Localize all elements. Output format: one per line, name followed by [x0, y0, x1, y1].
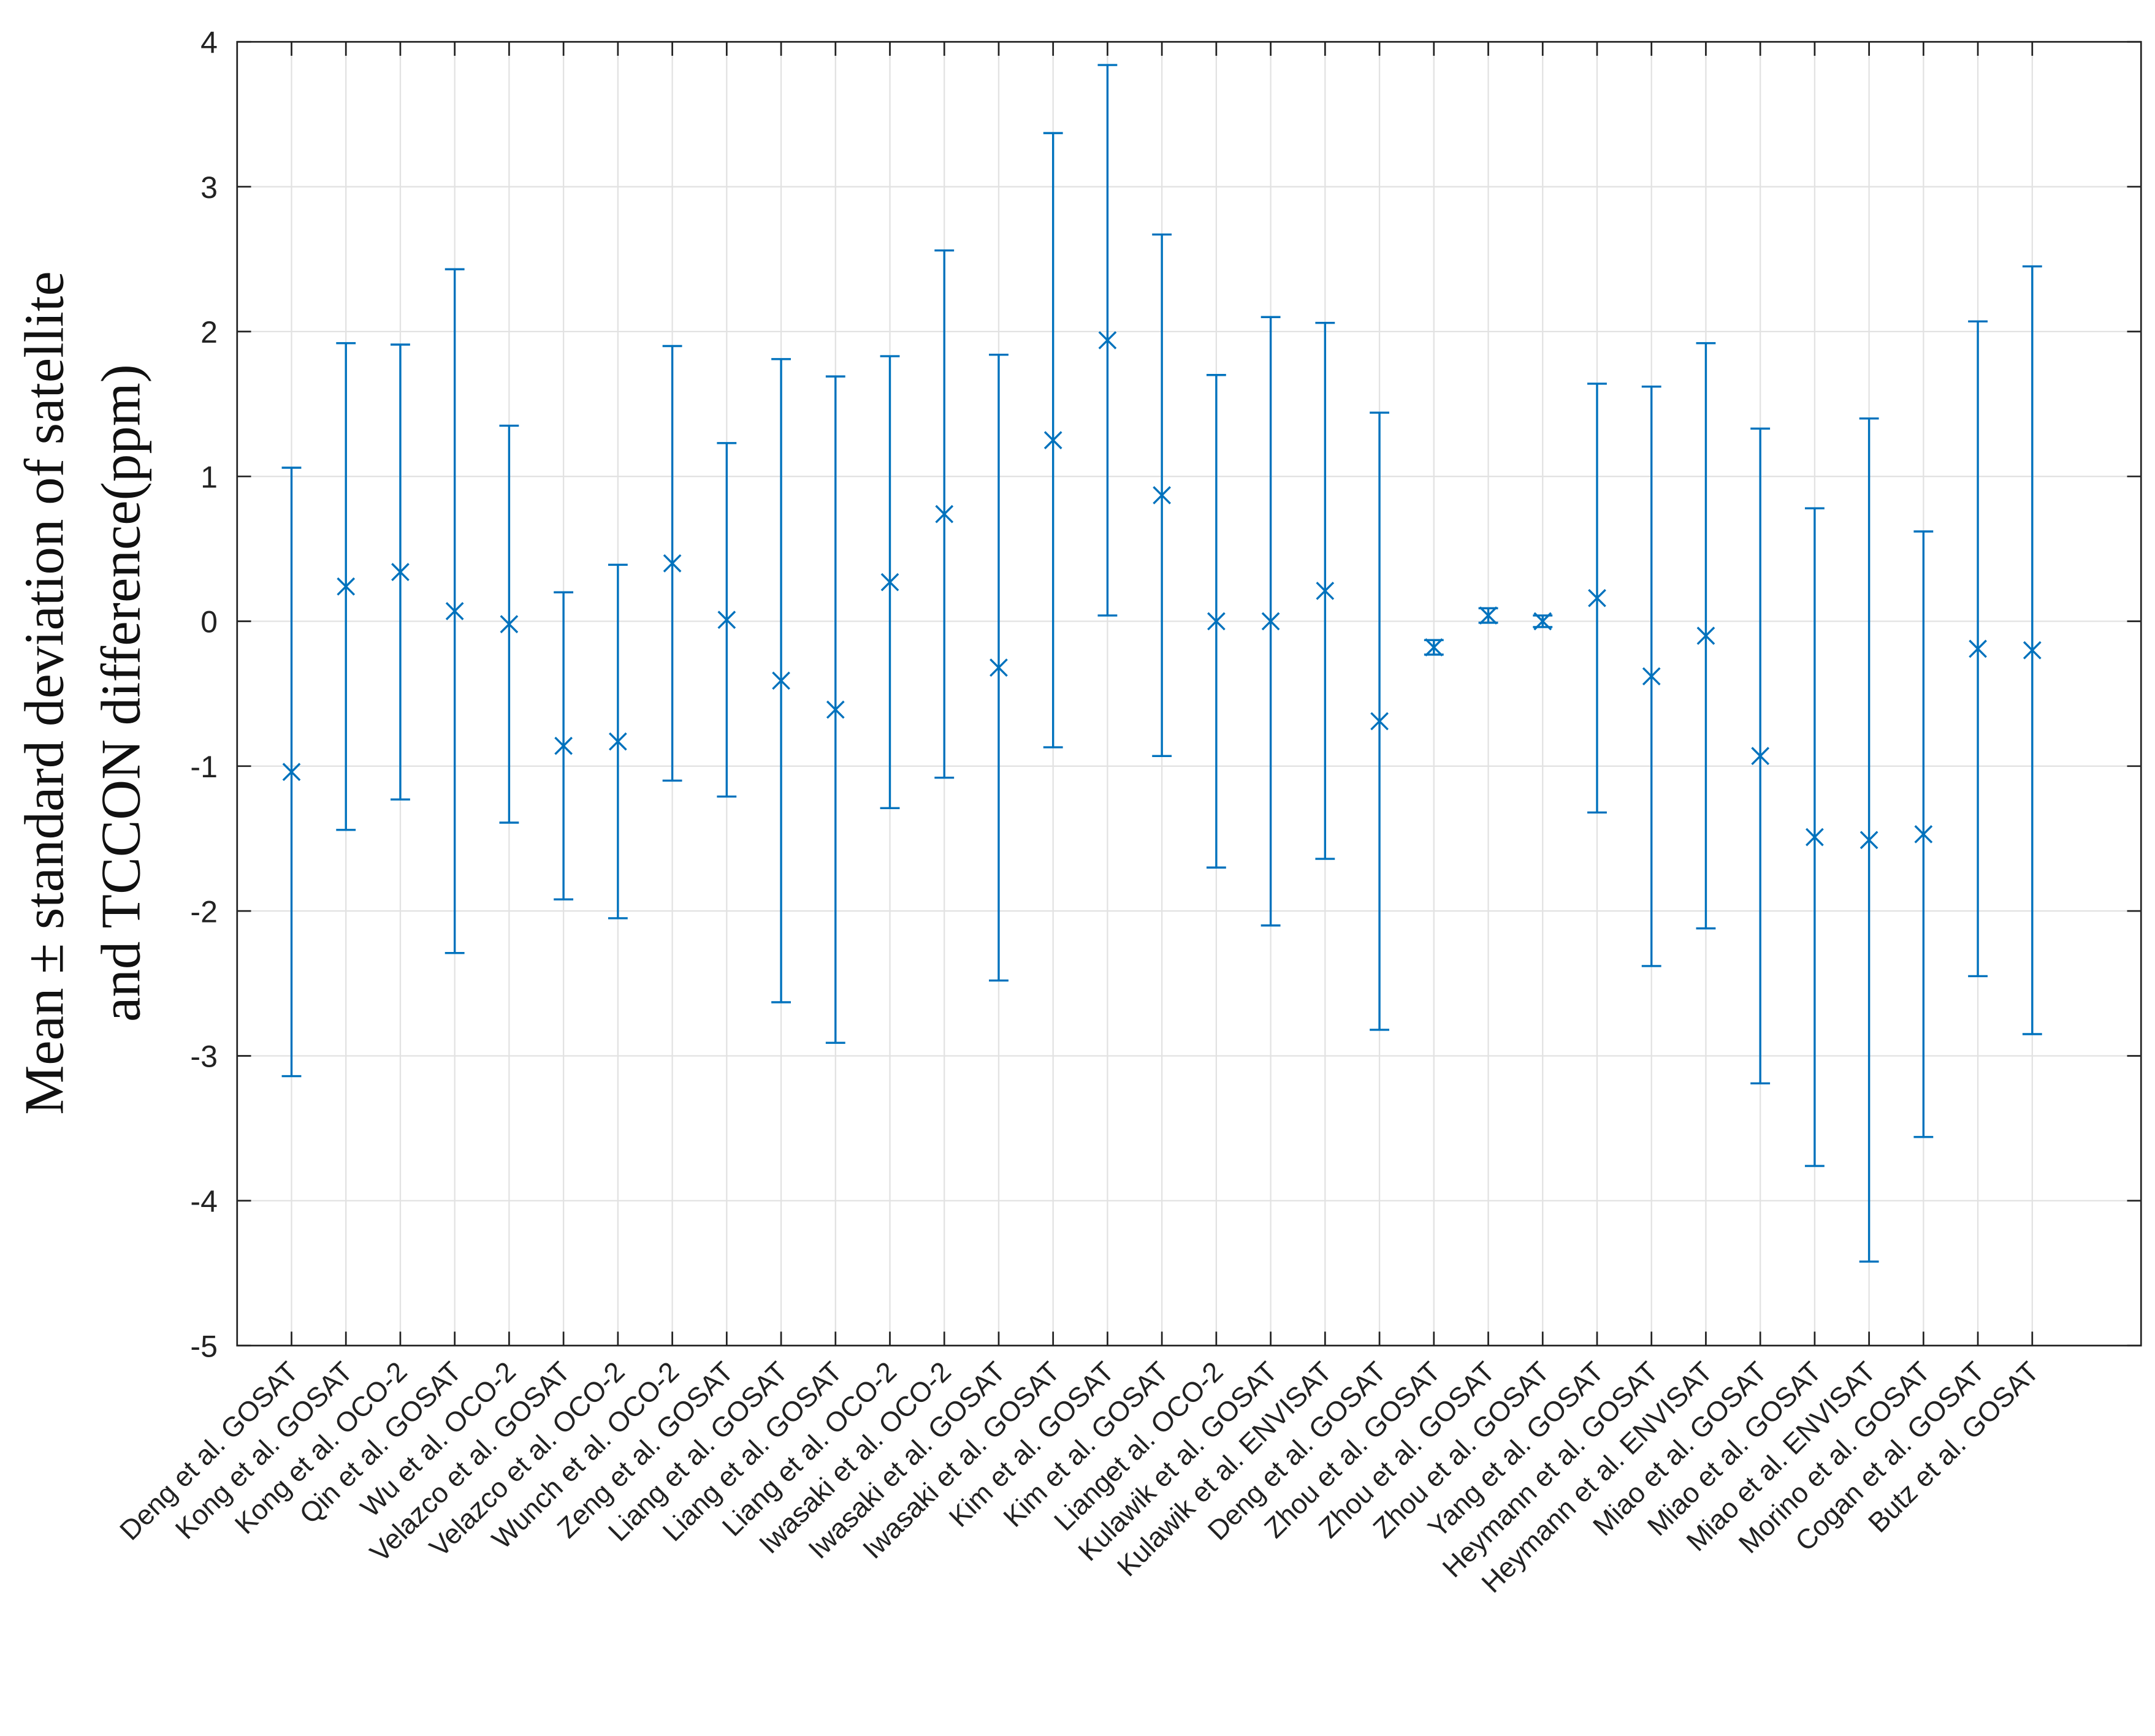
mean-marker	[1261, 612, 1280, 631]
y-tick-label: -5	[190, 1329, 218, 1363]
mean-marker	[282, 763, 301, 782]
y-tick-label: -1	[190, 750, 218, 784]
mean-marker	[663, 554, 682, 573]
mean-marker	[1043, 431, 1062, 449]
mean-marker	[1969, 639, 1987, 658]
mean-marker	[1751, 747, 1770, 766]
mean-marker	[826, 700, 845, 719]
y-tick-label: -2	[190, 894, 218, 929]
y-axis-label: Mean ± standard deviation of satellite	[13, 271, 75, 1114]
mean-marker	[337, 577, 356, 596]
mean-marker	[1859, 831, 1878, 850]
y-tick-label: -3	[190, 1040, 218, 1074]
mean-marker	[935, 504, 954, 523]
mean-marker	[990, 658, 1008, 677]
mean-marker	[2023, 641, 2042, 660]
y-tick-label: 1	[200, 460, 218, 494]
mean-marker	[1098, 331, 1117, 349]
mean-marker	[1806, 828, 1824, 847]
y-tick-label: 0	[200, 605, 218, 639]
mean-marker	[1696, 626, 1715, 645]
y-tick-label: 3	[200, 170, 218, 205]
mean-marker	[717, 611, 736, 629]
mean-marker	[880, 573, 899, 592]
y-axis-label: and TCCON difference(ppm)	[90, 364, 152, 1022]
mean-marker	[772, 671, 790, 690]
mean-marker	[1207, 612, 1226, 631]
mean-marker	[1370, 712, 1389, 731]
mean-marker	[1914, 825, 1933, 843]
y-tick-label: 2	[200, 315, 218, 349]
mean-marker	[1316, 582, 1335, 600]
mean-marker	[1588, 588, 1606, 607]
y-tick-label: -4	[190, 1184, 218, 1219]
mean-marker	[1479, 606, 1498, 625]
mean-marker	[445, 602, 464, 620]
mean-marker	[500, 615, 519, 634]
mean-marker	[1533, 612, 1552, 631]
mean-marker	[554, 736, 573, 755]
y-tick-label: 4	[200, 25, 218, 59]
mean-marker	[1424, 638, 1443, 657]
mean-marker	[609, 732, 627, 751]
mean-marker	[1153, 486, 1171, 504]
plot-frame	[236, 40, 2142, 1347]
mean-marker	[1642, 667, 1661, 686]
mean-marker	[391, 563, 410, 582]
